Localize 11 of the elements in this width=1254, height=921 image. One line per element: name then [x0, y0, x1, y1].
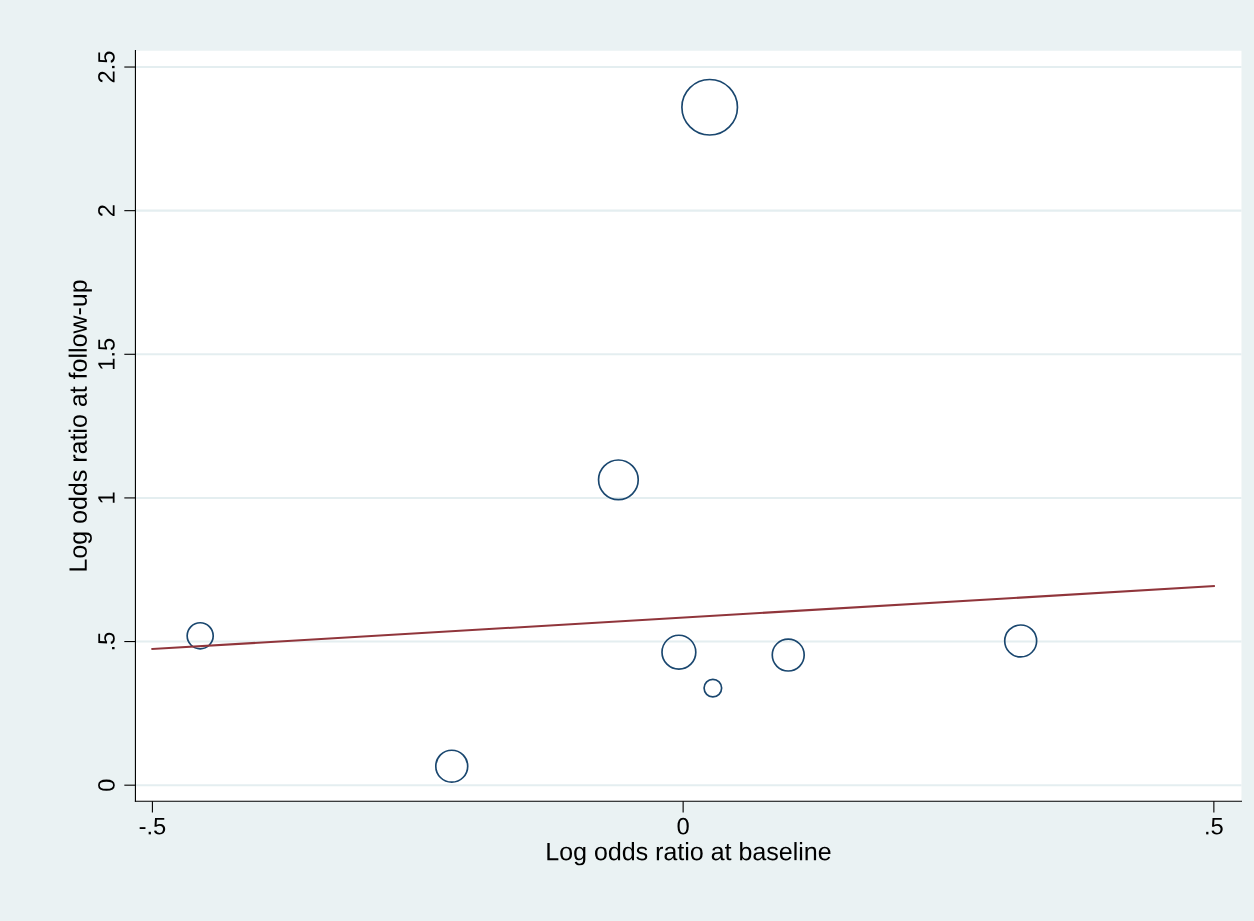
- y-tick-label: .5: [98, 632, 115, 650]
- y-tick-label: 1: [98, 492, 115, 503]
- x-tick-label: -.5: [139, 818, 166, 835]
- x-axis-title: Log odds ratio at baseline: [547, 842, 831, 866]
- y-tick-label: 2.5: [98, 51, 115, 83]
- y-axis-title: Log odds ratio at follow-up: [68, 280, 92, 571]
- x-tick-label: .5: [1206, 818, 1223, 835]
- y-tick-label: 2: [98, 205, 115, 217]
- y-tick-label: 0: [98, 779, 115, 791]
- y-tick-label: 1.5: [98, 338, 115, 369]
- x-tick-label: 0: [677, 817, 689, 835]
